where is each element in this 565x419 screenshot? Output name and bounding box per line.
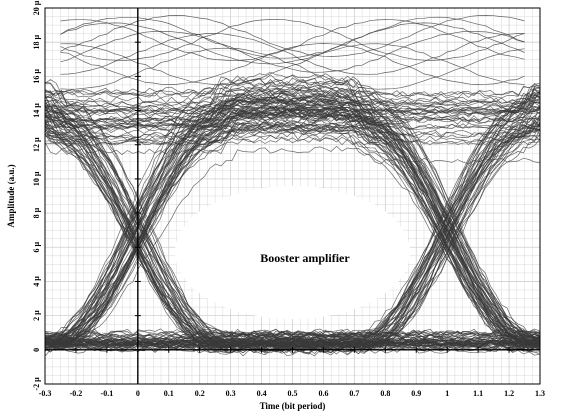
eye-trace: [44, 122, 541, 348]
eye-trace: [44, 128, 541, 341]
y-tick-label: 8 μ: [32, 207, 41, 218]
eye-trace: [44, 90, 541, 110]
eye-trace: [44, 339, 541, 347]
x-tick-label: 0: [136, 389, 140, 398]
eye-trace: [44, 74, 541, 344]
x-tick-label: 0.4: [257, 389, 267, 398]
eye-trace: [44, 104, 541, 348]
eye-trace: [44, 87, 541, 344]
x-tick-label: 0.8: [380, 389, 390, 398]
eye-trace: [44, 111, 541, 130]
x-tick-label: 1: [445, 389, 449, 398]
y-tick-label: 18 μ: [32, 34, 41, 49]
y-tick-label: 14 μ: [32, 103, 41, 118]
eye-trace: [44, 328, 541, 336]
eye-trace: [44, 335, 541, 343]
x-tick-label: 0.1: [164, 389, 174, 398]
y-tick-label: -2 μ: [32, 377, 41, 391]
plot-frame: [44, 7, 541, 385]
eye-trace: [44, 128, 541, 343]
eye-trace: [44, 126, 541, 146]
x-tick-label: 1.1: [473, 389, 483, 398]
y-axis-title: Amplitude (a.u.): [6, 164, 16, 227]
y-tick-label: 12 μ: [32, 137, 41, 152]
x-tick-label: 0.3: [226, 389, 236, 398]
eye-trace: [45, 91, 541, 344]
eye-trace: [44, 93, 541, 113]
y-tick-label: 2 μ: [32, 310, 41, 321]
x-tick-label: 0.7: [349, 389, 359, 398]
eye-trace: [44, 79, 541, 99]
y-tick-label: 4 μ: [32, 276, 41, 287]
tick-label-layer: -0.3 -0.2 -0.1 0 0.1 0.2 0.3 0.4 0.5 0.6 0.7 0.8 0.9…: [32, 0, 545, 398]
y-tick-label: 6 μ: [32, 242, 41, 253]
y-tick-label: 16 μ: [32, 69, 41, 84]
x-tick-label: 0.9: [411, 389, 421, 398]
eye-trace: [44, 85, 541, 344]
eye-trace: [44, 125, 541, 352]
x-axis-title: Time (bit period): [260, 401, 326, 411]
eye-trace: [44, 124, 541, 350]
eye-trace: [44, 121, 541, 347]
eye-trace: [44, 104, 541, 349]
eye-trace: [44, 114, 541, 338]
booster-amplifier-annotation: Booster amplifier: [260, 251, 350, 265]
eye-trace: [44, 135, 541, 346]
eye-trace: [44, 78, 541, 338]
y-tick-label: 0: [32, 348, 41, 352]
eye-trace: [44, 112, 541, 349]
eye-trace: [44, 89, 541, 347]
eye-trace: [44, 145, 541, 347]
eye-trace: [44, 85, 541, 347]
x-tick-label: 1.3: [535, 389, 545, 398]
eye-trace: [44, 134, 541, 341]
x-tick-label: 0.6: [318, 389, 328, 398]
eye-trace: [44, 109, 541, 339]
x-tick-label: 0.2: [195, 389, 205, 398]
x-tick-label: -0.1: [101, 389, 114, 398]
eye-trace: [44, 104, 541, 351]
axis-layer: [44, 7, 541, 385]
eye-trace: [44, 71, 541, 345]
x-tick-label: -0.3: [39, 389, 52, 398]
y-tick-label: 20 μ: [32, 0, 41, 15]
eye-trace: [44, 333, 541, 341]
eye-trace: [44, 137, 541, 343]
eye-trace: [44, 111, 541, 131]
eye-trace: [44, 119, 541, 139]
x-tick-label: 0.5: [288, 389, 298, 398]
eye-opening: [174, 185, 411, 320]
x-tick-label: -0.2: [70, 389, 83, 398]
eye-trace: [44, 117, 541, 346]
eye-trace: [44, 109, 541, 347]
eye-trace: [44, 101, 541, 343]
x-tick-label: 1.2: [504, 389, 514, 398]
eye-trace: [44, 99, 541, 117]
y-tick-label: 10 μ: [32, 171, 41, 186]
eye-trace: [44, 119, 541, 345]
